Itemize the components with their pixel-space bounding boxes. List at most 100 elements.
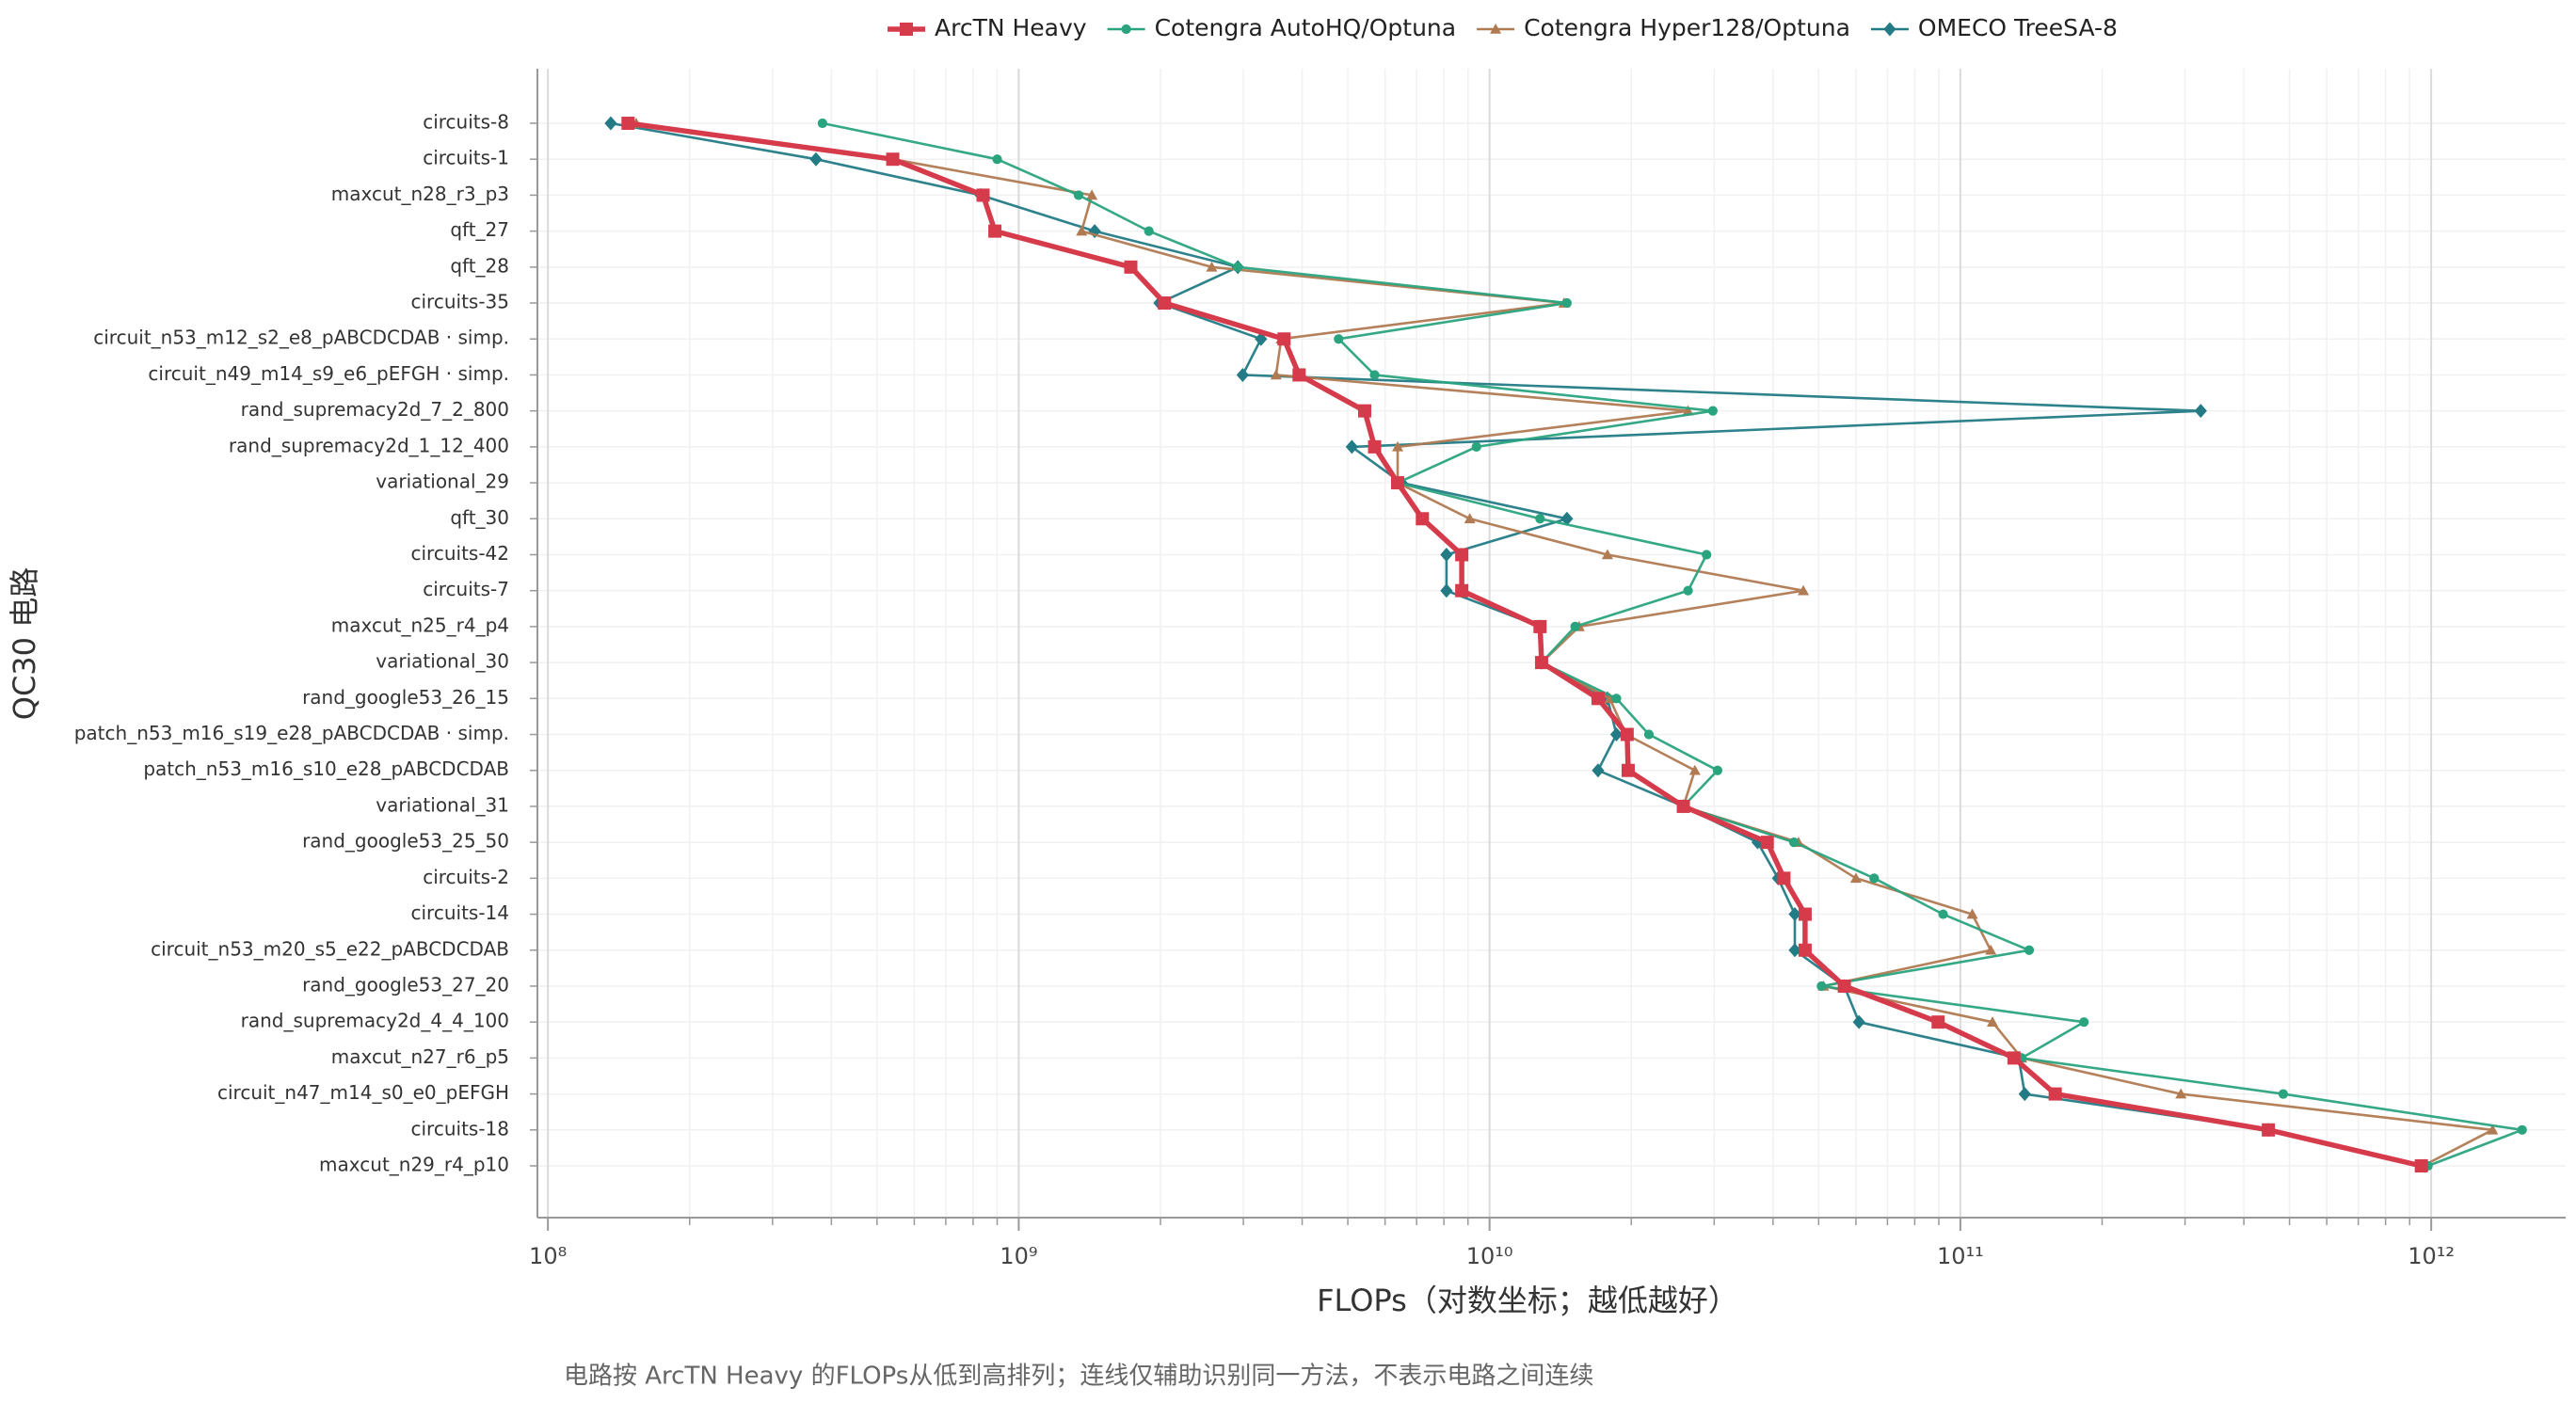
y-tick-label: circuits-35 [411,291,510,313]
data-point [886,152,900,167]
y-tick-label: circuits-2 [423,866,509,888]
y-tick-label: circuit_n49_m14_s9_e6_pEFGH · simp. [148,362,509,385]
legend-item: Cotengra AutoHQ/Optuna [1107,14,1457,41]
y-tick-label: patch_n53_m16_s10_e28_pABCDCDAB [143,757,509,780]
legend: ArcTN Heavy Cotengra AutoHQ/Optuna Cotengr… [888,14,2118,41]
y-tick-label: rand_google53_25_50 [302,830,509,853]
data-point [1392,440,1404,452]
y-tick-label: maxcut_n29_r4_p10 [319,1154,509,1176]
data-point [1643,729,1655,740]
data-point [1535,514,1545,524]
data-point [621,117,635,130]
y-tick-label: maxcut_n27_r6_p5 [331,1045,509,1068]
data-point [1682,405,1694,416]
data-point [976,188,990,202]
y-tick-label: maxcut_n28_r3_p3 [331,183,509,205]
data-point [1601,549,1613,560]
x-tick-label: 10⁸ [529,1243,567,1269]
data-point [1702,550,1712,560]
data-point [1798,907,1812,921]
data-point [1292,368,1306,382]
data-point [1533,619,1547,633]
data-point [1233,262,1243,272]
data-point [1416,512,1430,526]
data-point [1760,836,1774,850]
data-point [1591,692,1605,706]
legend-label: ArcTN Heavy [935,14,1087,41]
data-point [1788,837,1800,848]
data-point [1620,727,1634,741]
marker [1883,22,1896,37]
data-point [1609,727,1624,742]
data-point [1688,764,1701,775]
data-point [1073,190,1084,200]
data-point [1852,1014,1865,1029]
data-point [1076,225,1088,236]
data-point [1561,297,1572,309]
data-point [1816,981,1827,992]
data-point [604,116,617,131]
y-tick-label: variational_31 [376,793,509,816]
data-point [1440,583,1453,598]
data-point [2007,1051,2021,1065]
marker [1490,24,1502,34]
data-point [1985,944,1997,955]
data-point [1938,909,1948,919]
y-tick-label: qft_30 [450,506,509,529]
data-point [2024,945,2035,955]
y-tick-label: patch_n53_m16_s19_e28_pABCDCDAB · simp. [74,722,509,744]
data-point [2018,1087,2031,1102]
legend-label: Cotengra AutoHQ/Optuna [1155,14,1457,41]
y-tick-label: circuit_n53_m12_s2_e8_pABCDCDAB · simp. [93,327,509,349]
data-point [1158,296,1172,311]
data-point [1837,979,1851,993]
data-point [1455,583,1469,598]
data-point [1236,367,1249,382]
y-tick-label: circuits-42 [411,542,510,565]
y-axis-label: QC30 电路 [7,567,42,720]
y-tick-label: variational_30 [376,650,509,673]
grid [537,69,2566,1218]
data-point [1560,511,1574,526]
data-point [2079,1017,2089,1028]
y-tick-label: circuit_n47_m14_s0_e0_pEFGH [217,1081,509,1104]
x-tick-label: 10¹¹ [1937,1243,1984,1269]
y-tick-label: rand_google53_27_20 [302,973,509,996]
data-point [1124,260,1138,274]
y-tick-label: circuits-14 [411,901,510,924]
y-tick-label: circuits-1 [423,147,509,169]
data-point [1368,439,1382,454]
legend-item: Cotengra Hyper128/Optuna [1477,14,1850,41]
y-tick-label: qft_28 [450,254,509,277]
data-point [1798,943,1812,957]
data-point [1464,513,1476,524]
y-tick-label: rand_google53_26_15 [302,686,509,709]
y-tick-label: circuits-8 [423,111,509,134]
data-point [2278,1089,2289,1099]
data-point [988,224,1002,238]
footnote: 电路按 ArcTN Heavy 的FLOPs从低到高排列；连线仅辅助识别同一方法… [564,1363,1593,1391]
data-point [1751,835,1765,850]
data-point [2048,1087,2062,1101]
x-tick-label: 10¹⁰ [1466,1243,1513,1269]
y-tick-label: circuit_n53_m20_s5_e22_pABCDCDAB [151,937,509,960]
data-point [1570,621,1580,631]
data-point [1707,406,1718,416]
y-tick-label: maxcut_n25_r4_p4 [331,614,509,636]
data-point [1849,872,1862,884]
data-point [992,154,1002,165]
legend-item: OMECO TreeSA-8 [1870,14,2118,41]
marker [900,23,913,36]
data-point [1712,765,1723,775]
data-point [1534,656,1548,670]
series [621,117,2428,1172]
y-tick-label: variational_29 [376,470,509,493]
data-point [809,151,823,167]
legend-label: OMECO TreeSA-8 [1918,14,2118,41]
data-point [2517,1124,2527,1135]
y-tick-label: rand_supremacy2d_1_12_400 [229,434,509,456]
data-point [1334,334,1344,344]
x-axis-label: FLOPs（对数坐标；越低越好） [1317,1283,1738,1318]
data-point [1455,548,1469,562]
data-point [2262,1123,2276,1137]
